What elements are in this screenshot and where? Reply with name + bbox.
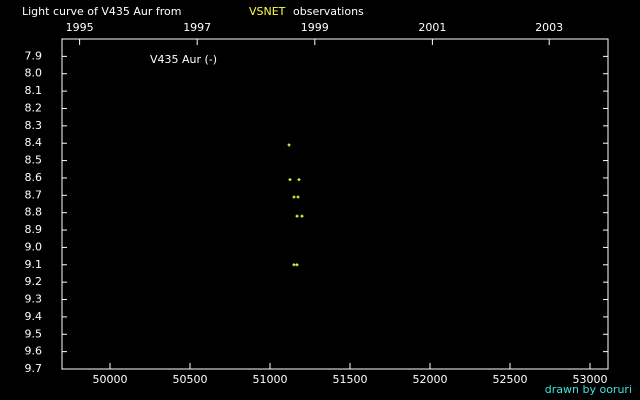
data-point xyxy=(295,214,299,218)
y-tick-label: 8.9 xyxy=(25,223,43,236)
data-point xyxy=(292,195,296,199)
x2-tick-label: 1997 xyxy=(183,21,211,34)
y-tick-label: 8.5 xyxy=(25,154,43,167)
y-tick-label: 9.5 xyxy=(25,327,43,340)
x-tick-label: 50000 xyxy=(93,373,128,386)
x-tick-label: 52000 xyxy=(413,373,448,386)
y-tick-label: 8.3 xyxy=(25,119,43,132)
legend: V435 Aur (-) xyxy=(150,53,217,66)
data-point xyxy=(292,263,296,267)
y-tick-label: 8.7 xyxy=(25,188,43,201)
data-point xyxy=(287,143,291,147)
x-tick-label: 50500 xyxy=(173,373,208,386)
y-tick-label: 8.6 xyxy=(25,171,43,184)
x-tick-label: 51500 xyxy=(333,373,368,386)
x2-tick-label: 2001 xyxy=(418,21,446,34)
data-point xyxy=(296,195,300,199)
x2-tick-label: 1999 xyxy=(301,21,329,34)
title-end: observations xyxy=(293,5,364,18)
y-tick-label: 8.1 xyxy=(25,84,43,97)
data-point xyxy=(300,214,304,218)
y-tick-label: 8.8 xyxy=(25,206,43,219)
y-tick-label: 9.3 xyxy=(25,293,43,306)
title: Light curve of V435 Aur from xyxy=(22,5,182,18)
y-tick-label: 9.7 xyxy=(25,362,43,375)
y-tick-label: 8.4 xyxy=(25,136,43,149)
plot-frame xyxy=(61,38,609,370)
x-tick-label: 53000 xyxy=(573,373,608,386)
y-tick-label: 9.6 xyxy=(25,345,43,358)
y-tick-label: 9.2 xyxy=(25,275,43,288)
x2-tick-label: 1995 xyxy=(66,21,94,34)
y-tick-label: 9.1 xyxy=(25,258,43,271)
credit: drawn by ooruri xyxy=(545,383,632,396)
y-tick-label: 8.0 xyxy=(25,67,43,80)
data-point xyxy=(297,178,301,182)
x2-tick-label: 2003 xyxy=(535,21,563,34)
y-tick-label: 9.0 xyxy=(25,240,43,253)
data-point xyxy=(295,263,299,267)
title-source: VSNET xyxy=(249,5,286,18)
y-tick-label: 8.2 xyxy=(25,101,43,114)
x-tick-label: 51000 xyxy=(253,373,288,386)
y-tick-label: 7.9 xyxy=(25,49,43,62)
x-tick-label: 52500 xyxy=(493,373,528,386)
data-point xyxy=(288,178,292,182)
y-tick-label: 9.4 xyxy=(25,310,43,323)
